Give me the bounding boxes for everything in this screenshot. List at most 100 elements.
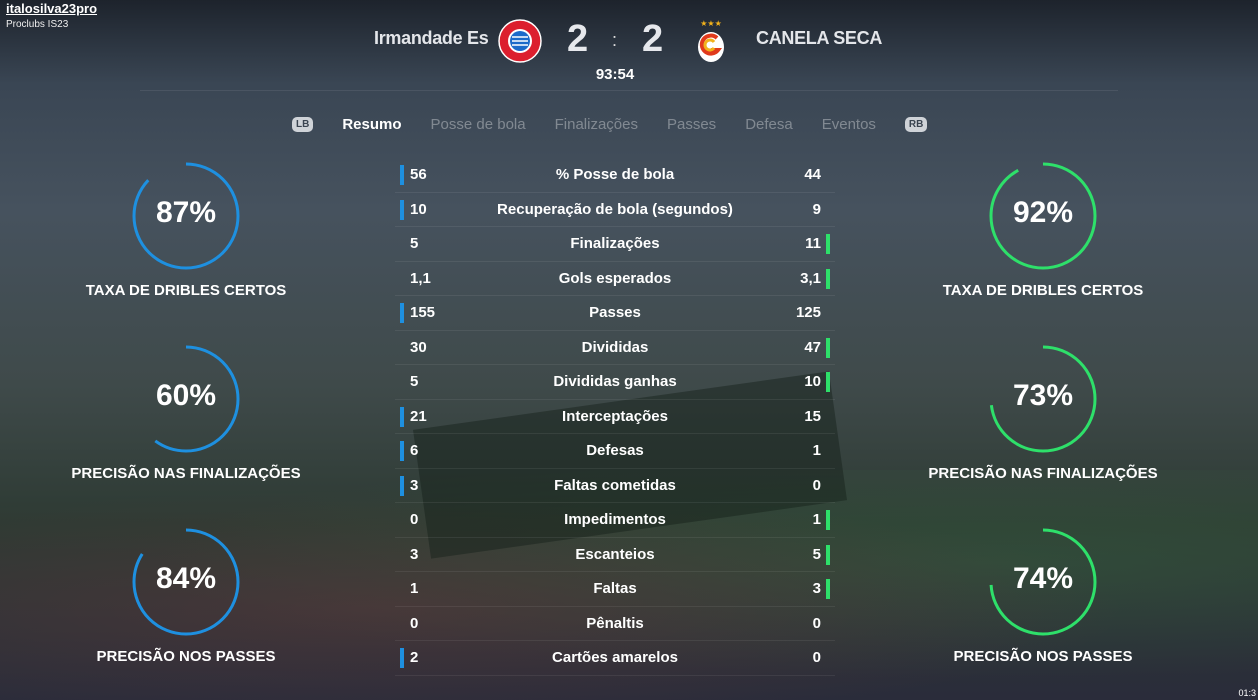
home-lead-bar — [400, 165, 404, 185]
away-lead-bar — [826, 579, 830, 599]
stat-label: Interceptações — [562, 407, 668, 425]
stat-label: Escanteios — [575, 545, 655, 563]
stat-row: 6 Defesas 1 — [395, 434, 835, 469]
stat-label: Recuperação de bola (segundos) — [497, 200, 733, 218]
stat-row: 3 Faltas cometidas 0 — [395, 469, 835, 503]
away-team-name: CANELA SECA — [756, 28, 883, 48]
away-stat-value: 0 — [812, 476, 821, 494]
home-stat-value: 0 — [410, 511, 419, 528]
stadium-background — [0, 470, 1258, 700]
gauge-arc — [132, 162, 240, 270]
away-stat-value: 0 — [812, 614, 821, 632]
stat-row: 1 Faltas 3 — [395, 572, 835, 607]
gauge-percent: 73% — [1012, 379, 1074, 412]
progress-ring-icon — [989, 162, 1097, 270]
home-gauge: 60% PRECISÃO NAS FINALIZAÇÕES — [66, 343, 306, 482]
home-stat-value: 3 — [410, 545, 419, 563]
gauge-label: PRECISÃO NAS FINALIZAÇÕES — [71, 465, 301, 482]
clock: 01:3 — [1238, 688, 1256, 698]
gauge-arc — [132, 528, 240, 636]
home-stat-value: 1,1 — [410, 269, 431, 287]
away-score: 2 — [642, 18, 664, 60]
stat-row: 5 Divididas ganhas 10 — [395, 365, 835, 400]
away-lead-bar — [826, 510, 830, 530]
gauge-percent: 84% — [155, 562, 217, 595]
stat-row: 10 Recuperação de bola (segundos) 9 — [395, 193, 835, 227]
progress-ring-icon — [132, 528, 240, 636]
gauge-label: TAXA DE DRIBLES CERTOS — [85, 282, 287, 299]
home-gauge: 84% PRECISÃO NOS PASSES — [66, 526, 306, 665]
home-stat-value: 21 — [410, 407, 427, 425]
away-gauge: 73% PRECISÃO NAS FINALIZAÇÕES — [923, 343, 1163, 482]
rb-button-icon[interactable]: RB — [904, 117, 928, 132]
away-gauge: 92% TAXA DE DRIBLES CERTOS — [923, 160, 1163, 299]
tab-resumo[interactable]: Resumo — [342, 116, 402, 133]
away-stat-value: 10 — [804, 373, 821, 390]
stat-label: Defesas — [586, 442, 644, 459]
away-stat-value: 44 — [804, 166, 821, 183]
gauge-arc — [989, 345, 1097, 453]
home-stat-value: 1 — [410, 580, 419, 597]
gauge-arc — [132, 345, 240, 453]
home-stat-value: 56 — [410, 166, 427, 183]
match-time: 93:54 — [595, 66, 635, 83]
home-lead-bar — [400, 441, 404, 461]
away-stat-value: 1 — [812, 511, 821, 528]
away-gauge: 74% PRECISÃO NOS PASSES — [923, 526, 1163, 665]
progress-ring-icon — [132, 345, 240, 453]
home-team-name: Irmandade Es — [374, 28, 489, 48]
home-score: 2 — [567, 18, 589, 60]
away-lead-bar — [826, 372, 830, 392]
home-stat-value: 6 — [410, 442, 419, 459]
stat-row: 30 Divididas 47 — [395, 331, 835, 365]
away-stat-value: 47 — [804, 338, 821, 356]
home-stat-value: 155 — [410, 304, 436, 321]
gauge-label: PRECISÃO NAS FINALIZAÇÕES — [928, 465, 1158, 482]
stat-label: Faltas cometidas — [554, 476, 676, 494]
tab-eventos[interactable]: Eventos — [821, 116, 876, 133]
stat-row: 21 Interceptações 15 — [395, 400, 835, 434]
away-crest-icon: ★★★ — [698, 19, 724, 62]
score-separator: : — [612, 30, 618, 50]
home-lead-bar — [400, 475, 404, 496]
gauge-label: PRECISÃO NOS PASSES — [953, 648, 1133, 665]
tab-passes[interactable]: Passes — [666, 116, 717, 133]
header-divider — [140, 90, 1118, 91]
away-stat-value: 3,1 — [800, 269, 821, 287]
stat-row: 3 Escanteios 5 — [395, 538, 835, 572]
lb-button-icon[interactable]: LB — [292, 117, 314, 132]
stat-row: 0 Pênaltis 0 — [395, 607, 835, 641]
stat-row: 2 Cartões amarelos 0 — [395, 641, 835, 676]
away-stat-value: 125 — [795, 304, 821, 321]
away-lead-bar — [826, 234, 830, 254]
streamer-username[interactable]: italosilva23pro — [6, 1, 98, 16]
stat-label: Impedimentos — [564, 511, 666, 528]
stat-row: 56 % Posse de bola 44 — [395, 158, 835, 193]
tab-finalizacoes[interactable]: Finalizações — [554, 116, 638, 133]
gauge-label: TAXA DE DRIBLES CERTOS — [942, 282, 1144, 299]
home-lead-bar — [400, 303, 404, 323]
stat-label: Divididas ganhas — [553, 373, 677, 390]
gauge-percent: 92% — [1012, 196, 1074, 229]
home-stat-value: 5 — [410, 373, 419, 390]
gauge-percent: 87% — [155, 196, 217, 229]
away-stat-value: 9 — [812, 200, 821, 218]
stat-row: 155 Passes 125 — [395, 296, 835, 331]
away-stat-value: 1 — [812, 442, 821, 459]
progress-ring-icon — [132, 162, 240, 270]
home-gauge: 87% TAXA DE DRIBLES CERTOS — [66, 160, 306, 299]
home-stat-value: 0 — [410, 614, 419, 632]
stats-tabs: LB Resumo Posse de bola Finalizações Pas… — [292, 116, 928, 133]
stat-row: 1,1 Gols esperados 3,1 — [395, 262, 835, 296]
stat-label: Pênaltis — [586, 614, 644, 632]
gauge-arc — [989, 528, 1097, 636]
tab-posse-de-bola[interactable]: Posse de bola — [430, 116, 526, 133]
gauge-percent: 60% — [155, 379, 217, 412]
home-lead-bar — [400, 648, 404, 668]
away-stat-value: 0 — [812, 649, 821, 666]
away-stat-value: 15 — [804, 407, 821, 425]
home-crest-icon — [498, 19, 542, 63]
tab-defesa[interactable]: Defesa — [745, 116, 793, 133]
home-stat-value: 5 — [410, 235, 419, 252]
gauge-percent: 74% — [1012, 562, 1074, 595]
